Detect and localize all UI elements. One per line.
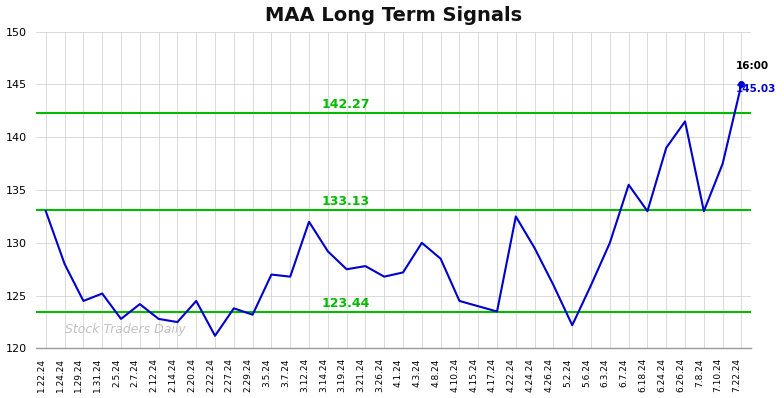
Text: 123.44: 123.44 (321, 297, 370, 310)
Text: 142.27: 142.27 (321, 98, 370, 111)
Text: Stock Traders Daily: Stock Traders Daily (64, 323, 185, 336)
Text: 145.03: 145.03 (736, 84, 776, 94)
Text: 133.13: 133.13 (321, 195, 370, 208)
Text: 16:00: 16:00 (736, 61, 769, 72)
Title: MAA Long Term Signals: MAA Long Term Signals (265, 6, 522, 25)
